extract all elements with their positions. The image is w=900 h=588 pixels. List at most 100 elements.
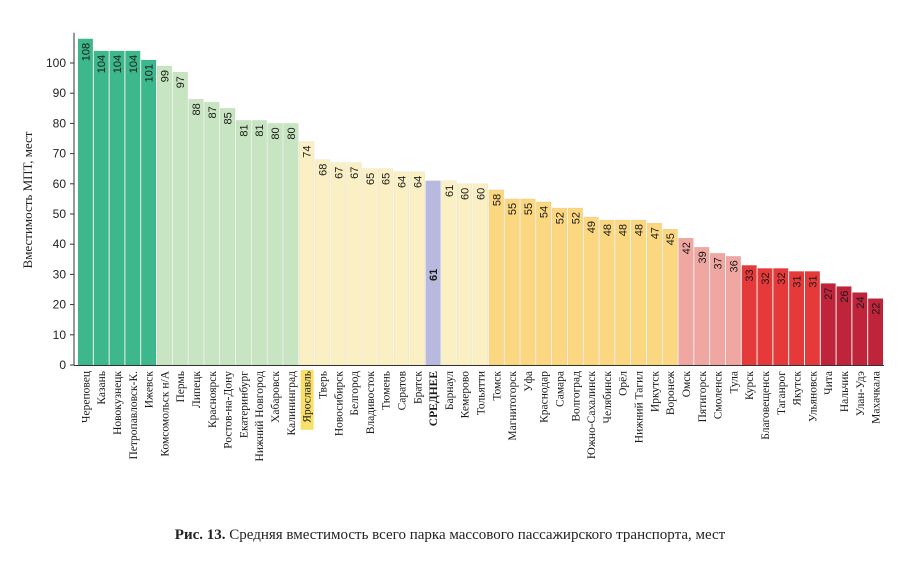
value-label: 67 bbox=[349, 167, 361, 179]
category-label: Калининград bbox=[286, 371, 298, 436]
category-label: Петропавловск-К. bbox=[128, 371, 140, 460]
category-label: Ижевск bbox=[144, 371, 156, 409]
category-label: Улан-Удэ bbox=[855, 371, 867, 416]
value-label: 88 bbox=[191, 103, 203, 115]
category-label: Новокузнецк bbox=[112, 371, 124, 435]
value-label: 54 bbox=[539, 206, 551, 218]
value-label: 65 bbox=[381, 173, 393, 185]
category-label: Краснодар bbox=[539, 371, 551, 423]
bar bbox=[77, 38, 94, 366]
bar bbox=[235, 120, 252, 366]
value-label: 24 bbox=[855, 297, 867, 309]
value-label: 27 bbox=[823, 287, 835, 299]
value-label: 87 bbox=[207, 106, 219, 118]
category-label: Братск bbox=[412, 371, 424, 404]
category-label: Южно-Сахалинск bbox=[586, 371, 598, 459]
category-label: Ростов-на-Дону bbox=[223, 371, 235, 449]
category-label: Ярославль bbox=[302, 371, 314, 423]
y-tick-label: 70 bbox=[53, 147, 67, 161]
category-label: Курск bbox=[744, 371, 756, 400]
value-label: 101 bbox=[144, 64, 156, 82]
category-label: Иркутск bbox=[649, 371, 661, 412]
value-label: 48 bbox=[634, 224, 646, 236]
y-axis-label: Вместимость МПТ, мест bbox=[20, 131, 35, 268]
y-tick-label: 40 bbox=[53, 237, 67, 251]
value-label: 60 bbox=[476, 188, 488, 200]
value-label: 22 bbox=[871, 303, 883, 315]
y-tick-label: 80 bbox=[53, 116, 67, 130]
value-label: 64 bbox=[412, 176, 424, 188]
bar bbox=[219, 108, 236, 366]
category-label: Чита bbox=[823, 371, 835, 395]
value-label: 85 bbox=[223, 112, 235, 124]
value-label: 52 bbox=[555, 212, 567, 224]
value-label: 33 bbox=[744, 269, 756, 281]
category-label: Уфа bbox=[523, 371, 535, 392]
bar bbox=[393, 171, 410, 366]
value-label: 99 bbox=[159, 70, 171, 82]
category-label: Казань bbox=[96, 371, 108, 405]
category-label: Якутск bbox=[792, 371, 804, 406]
category-label: Самара bbox=[555, 371, 567, 407]
value-label: 97 bbox=[175, 76, 187, 88]
category-label: Томск bbox=[491, 371, 503, 401]
y-tick-label: 10 bbox=[53, 328, 67, 342]
value-label: 108 bbox=[80, 43, 92, 61]
bar bbox=[441, 180, 457, 366]
y-tick-label: 60 bbox=[53, 177, 67, 191]
value-label: 31 bbox=[792, 275, 804, 287]
bar bbox=[93, 50, 109, 366]
value-label: 39 bbox=[697, 251, 709, 263]
value-label: 74 bbox=[302, 146, 314, 158]
y-tick-label: 20 bbox=[53, 298, 67, 312]
bar bbox=[662, 228, 678, 366]
bar bbox=[346, 162, 362, 366]
value-label: 104 bbox=[96, 55, 108, 73]
bar bbox=[646, 222, 662, 366]
bar bbox=[299, 141, 315, 366]
category-label: Красноярск bbox=[207, 371, 219, 428]
category-label: Благовещенск bbox=[760, 371, 772, 440]
category-label: Тольятти bbox=[476, 371, 488, 415]
bar bbox=[630, 219, 647, 366]
bar bbox=[362, 168, 378, 366]
bar bbox=[472, 183, 489, 366]
category-label: Саратов bbox=[396, 370, 408, 410]
bar bbox=[520, 198, 536, 366]
bar bbox=[188, 98, 204, 366]
value-label: 104 bbox=[128, 55, 140, 73]
value-label: 60 bbox=[460, 188, 472, 200]
value-label: 45 bbox=[665, 233, 677, 245]
value-label: 48 bbox=[602, 224, 614, 236]
category-label: Махачкала bbox=[871, 371, 883, 424]
caption-number: 13. bbox=[206, 527, 226, 543]
value-label: 32 bbox=[760, 272, 772, 284]
bar bbox=[314, 159, 331, 366]
bar bbox=[488, 189, 504, 366]
category-label: Нижний Тагил bbox=[634, 371, 646, 443]
category-label: Омск bbox=[681, 371, 693, 398]
category-label: Новосибирск bbox=[333, 371, 345, 437]
category-label: Белгород bbox=[349, 371, 361, 416]
category-label: Липецк bbox=[191, 371, 203, 408]
value-label: 58 bbox=[491, 194, 503, 206]
value-label: 65 bbox=[365, 173, 377, 185]
category-label: Таганрог bbox=[776, 371, 788, 415]
value-label: 32 bbox=[776, 272, 788, 284]
bar bbox=[140, 59, 157, 366]
value-label: 80 bbox=[286, 127, 298, 139]
bar bbox=[156, 65, 173, 366]
bar bbox=[583, 216, 599, 366]
value-label: 81 bbox=[238, 124, 250, 136]
category-label: Кемерово bbox=[460, 371, 472, 419]
value-label: 47 bbox=[649, 227, 661, 239]
figure-caption: Рис. 13. Средняя вместимость всего парка… bbox=[0, 527, 900, 544]
value-label: 67 bbox=[333, 167, 345, 179]
category-label: Пермь bbox=[175, 371, 187, 403]
value-label: 37 bbox=[713, 257, 725, 269]
bar bbox=[283, 123, 299, 366]
bar bbox=[330, 162, 346, 366]
bar bbox=[378, 168, 394, 366]
bar-chart: 108 Череповец 104 Казань 104 Новокузнецк 104 Пе… bbox=[20, 32, 884, 461]
value-label: 48 bbox=[618, 224, 630, 236]
